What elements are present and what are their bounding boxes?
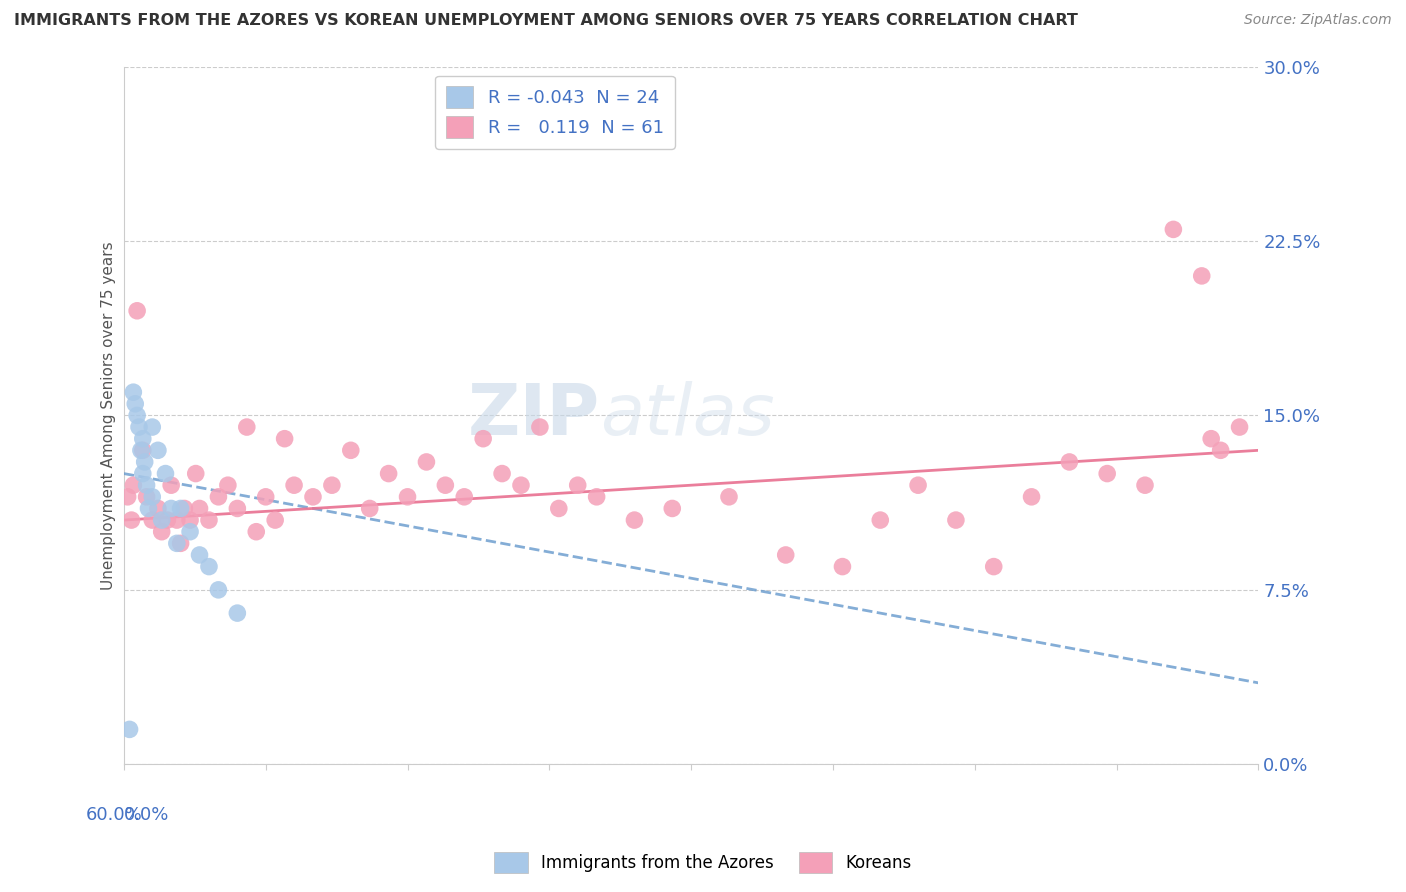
Point <box>169 536 191 550</box>
Point <box>321 478 343 492</box>
Point <box>132 443 155 458</box>
Point <box>396 490 419 504</box>
Point <box>179 524 201 539</box>
Point <box>1021 490 1043 504</box>
Point <box>775 548 797 562</box>
Point <box>1229 420 1251 434</box>
Point <box>135 478 157 492</box>
Point <box>169 501 191 516</box>
Text: IMMIGRANTS FROM THE AZORES VS KOREAN UNEMPLOYMENT AMONG SENIORS OVER 75 YEARS CO: IMMIGRANTS FROM THE AZORES VS KOREAN UNE… <box>14 13 1078 29</box>
Point <box>1133 478 1156 492</box>
Point <box>831 559 853 574</box>
Point <box>207 490 229 504</box>
Point <box>491 467 513 481</box>
Point <box>585 490 607 504</box>
Point <box>1059 455 1081 469</box>
Point <box>264 513 287 527</box>
Point <box>160 478 183 492</box>
Point <box>127 303 149 318</box>
Point <box>188 501 211 516</box>
Text: 0.0%: 0.0% <box>124 806 169 824</box>
Point <box>377 467 399 481</box>
Point <box>141 490 163 504</box>
Point <box>529 420 551 434</box>
Point <box>117 490 139 504</box>
Point <box>150 513 173 527</box>
Point <box>510 478 533 492</box>
Point <box>141 420 163 434</box>
Text: 60.0%: 60.0% <box>86 806 143 824</box>
Text: ZIP: ZIP <box>468 381 600 450</box>
Point <box>150 524 173 539</box>
Point <box>146 443 169 458</box>
Point <box>135 490 157 504</box>
Point <box>173 501 195 516</box>
Point <box>907 478 929 492</box>
Point <box>273 432 295 446</box>
Point <box>254 490 277 504</box>
Point <box>340 443 363 458</box>
Point <box>179 513 201 527</box>
Point <box>160 501 183 516</box>
Point <box>134 455 156 469</box>
Point <box>1199 432 1222 446</box>
Point <box>166 513 188 527</box>
Point <box>453 490 475 504</box>
Point <box>184 467 207 481</box>
Point <box>623 513 645 527</box>
Point <box>359 501 381 516</box>
Point <box>717 490 740 504</box>
Point <box>122 478 145 492</box>
Point <box>302 490 325 504</box>
Point <box>945 513 967 527</box>
Point <box>226 501 249 516</box>
Point <box>138 501 160 516</box>
Point <box>415 455 437 469</box>
Point <box>146 501 169 516</box>
Point <box>188 548 211 562</box>
Point <box>198 513 221 527</box>
Legend: R = -0.043  N = 24, R =   0.119  N = 61: R = -0.043 N = 24, R = 0.119 N = 61 <box>436 76 675 149</box>
Point <box>236 420 259 434</box>
Legend: Immigrants from the Azores, Koreans: Immigrants from the Azores, Koreans <box>488 846 918 880</box>
Point <box>1209 443 1232 458</box>
Point <box>141 513 163 527</box>
Point <box>1191 268 1213 283</box>
Point <box>245 524 267 539</box>
Point <box>434 478 457 492</box>
Y-axis label: Unemployment Among Seniors over 75 years: Unemployment Among Seniors over 75 years <box>101 241 115 590</box>
Point <box>129 443 152 458</box>
Point <box>869 513 891 527</box>
Point <box>661 501 683 516</box>
Point <box>983 559 1005 574</box>
Point <box>283 478 305 492</box>
Point <box>128 420 150 434</box>
Point <box>127 409 149 423</box>
Point <box>132 432 155 446</box>
Point <box>155 467 177 481</box>
Point <box>120 513 142 527</box>
Text: atlas: atlas <box>600 381 775 450</box>
Point <box>132 467 155 481</box>
Point <box>217 478 239 492</box>
Point <box>207 582 229 597</box>
Point <box>226 606 249 620</box>
Point <box>1163 222 1185 236</box>
Point <box>472 432 495 446</box>
Point <box>124 397 146 411</box>
Point <box>122 385 145 400</box>
Text: Source: ZipAtlas.com: Source: ZipAtlas.com <box>1244 13 1392 28</box>
Point <box>1095 467 1118 481</box>
Point <box>156 513 179 527</box>
Point <box>198 559 221 574</box>
Point <box>118 723 141 737</box>
Point <box>547 501 569 516</box>
Point <box>166 536 188 550</box>
Point <box>567 478 589 492</box>
